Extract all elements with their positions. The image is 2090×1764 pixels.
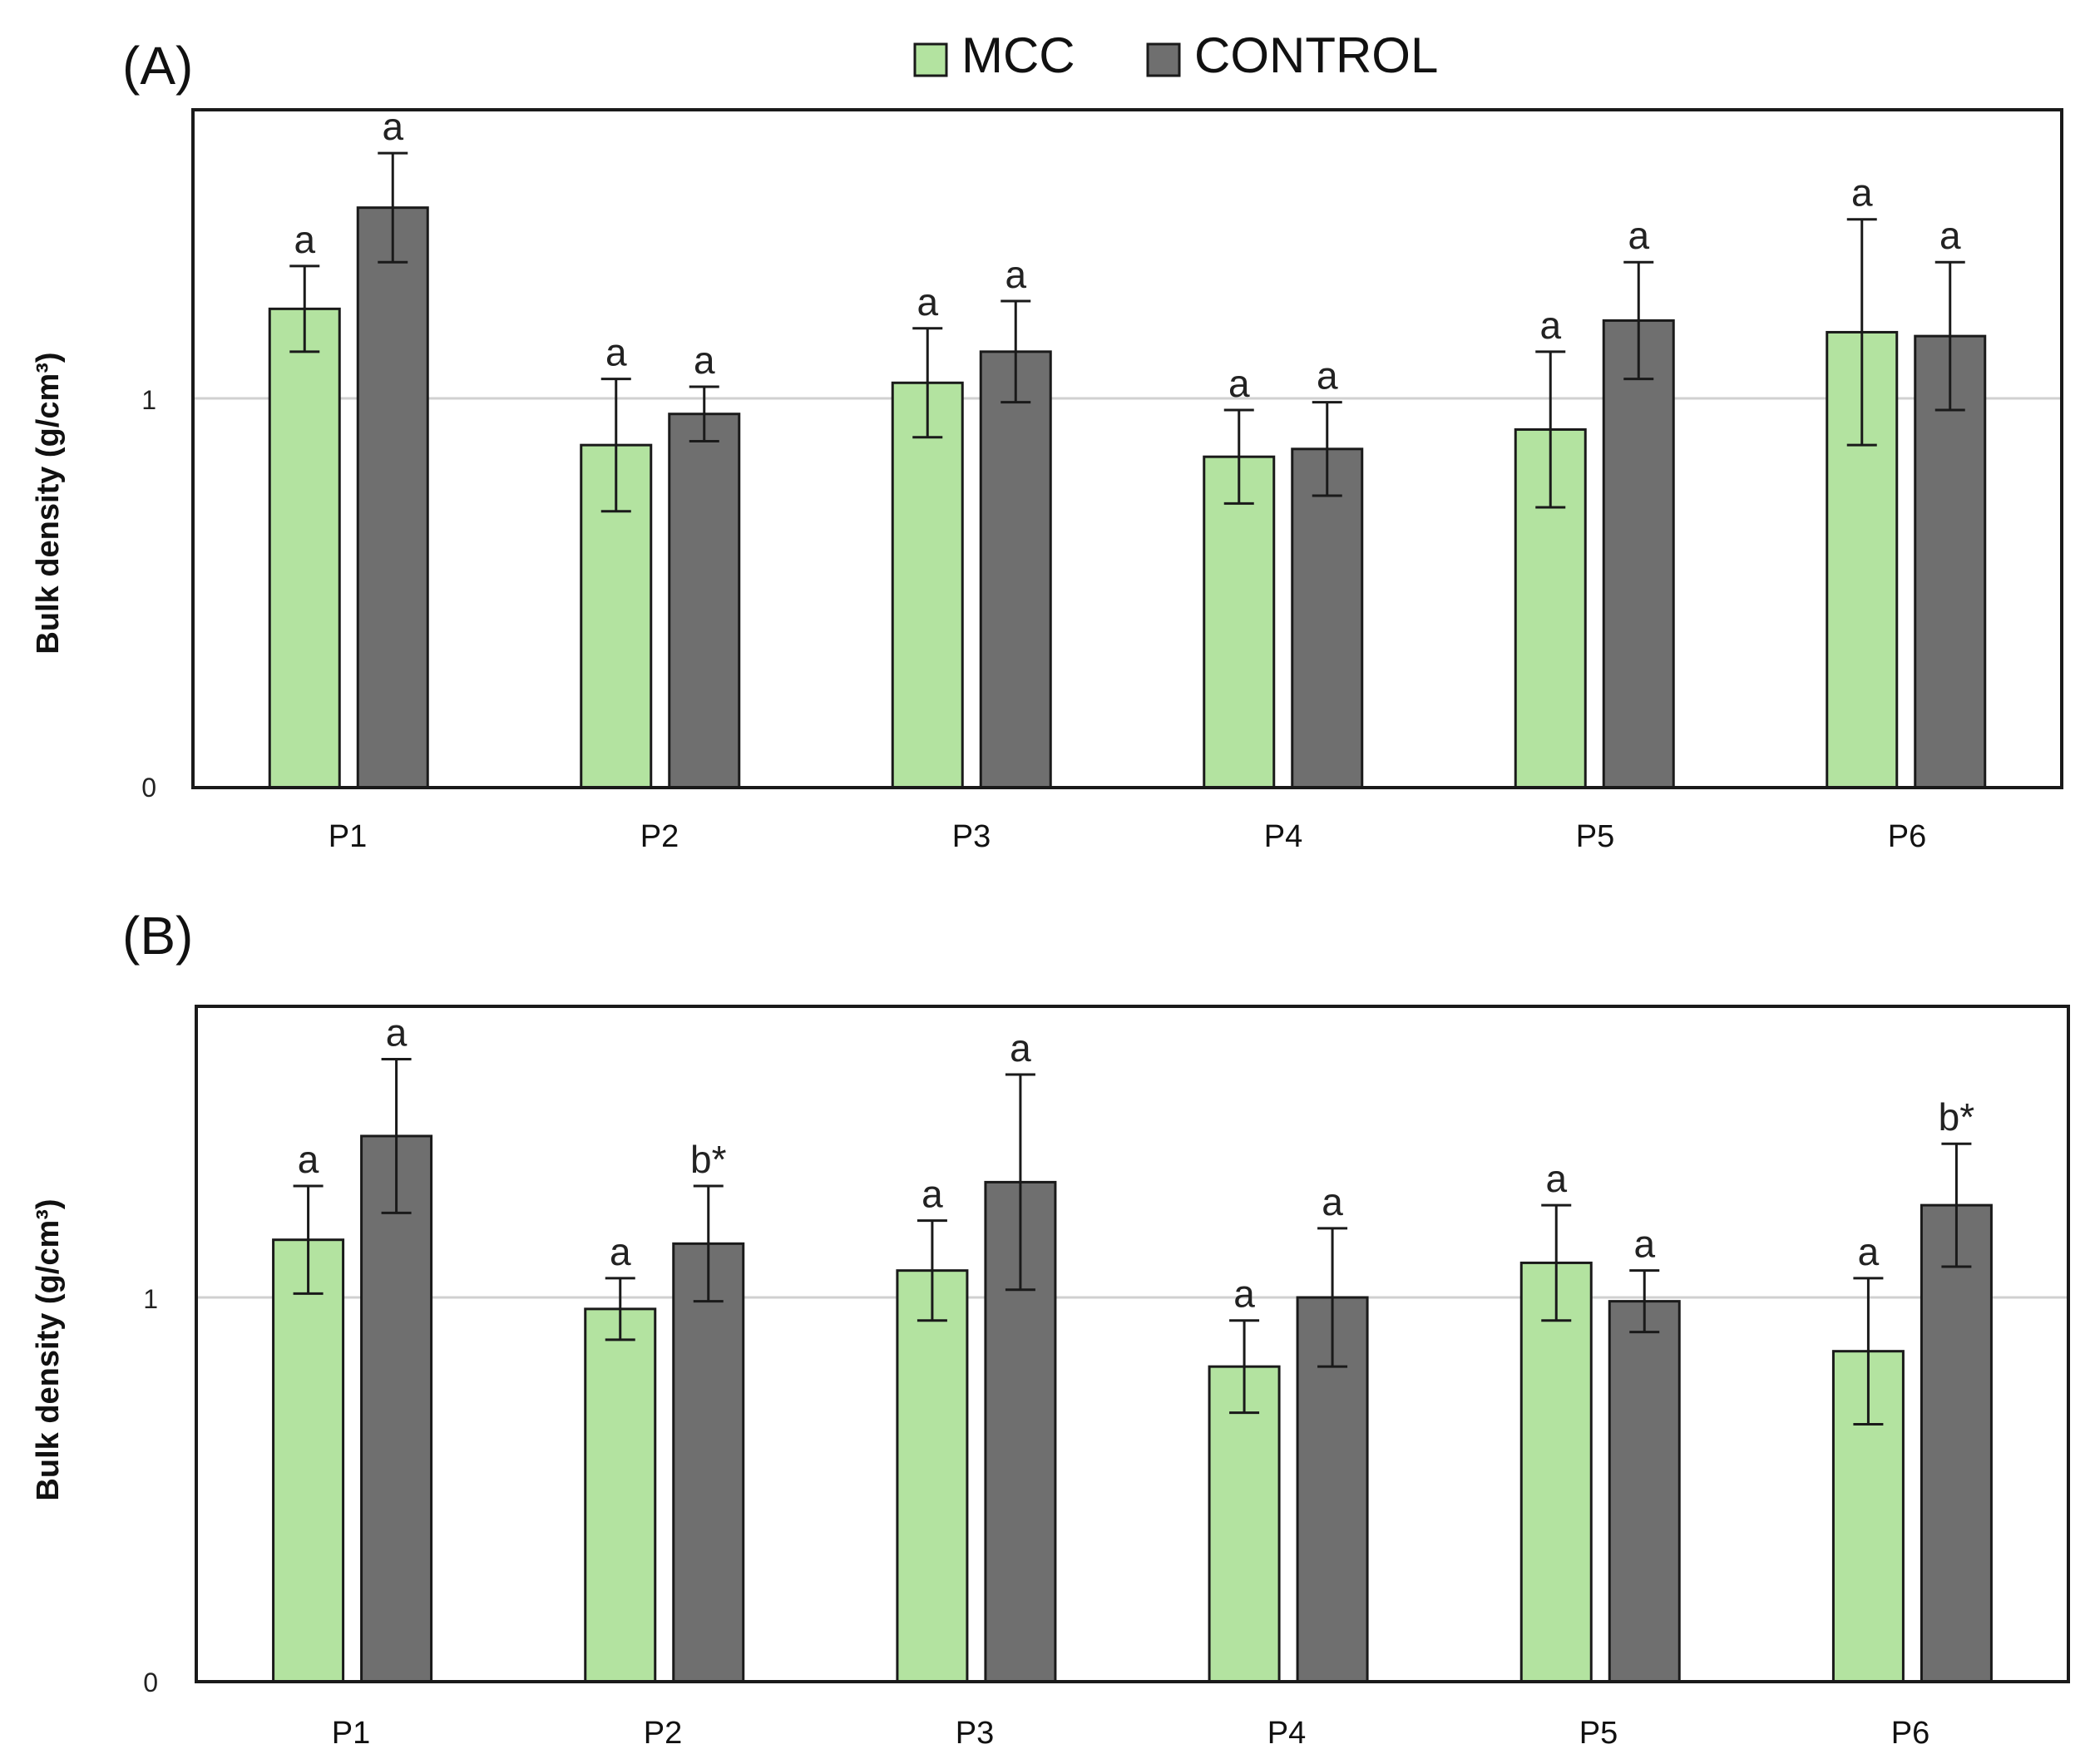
- panel-a-marks: a a a a a a a a a a a a: [268, 105, 1987, 789]
- panel-a-bar-control-p1: [356, 206, 429, 789]
- panel-b-bar-mcc-p4: [1208, 1365, 1281, 1683]
- panel-b-bar-mcc-p3: [896, 1269, 969, 1683]
- panel-b-significance-label-mcc-p3: a: [921, 1173, 943, 1216]
- panel-a-significance-label-mcc-p4: a: [1228, 362, 1250, 405]
- panel-b-x-tick-p2: P2: [644, 1716, 682, 1751]
- panel-a-x-tick-p6: P6: [1888, 819, 1926, 854]
- panel-b-label: (B): [122, 906, 193, 966]
- panel-b-bar-control-p1: [360, 1134, 433, 1683]
- panel-b-significance-label-mcc-p5: a: [1545, 1157, 1567, 1200]
- panel-a-x-tick-p5: P5: [1576, 819, 1614, 854]
- panel-a-y-tick-1: 1: [141, 385, 156, 415]
- panel-b-x-tick-p5: P5: [1579, 1716, 1618, 1751]
- panel-a-x-tick-p4: P4: [1264, 819, 1302, 854]
- legend-swatch-mcc: [913, 42, 948, 77]
- panel-a-significance-label-mcc-p6: a: [1851, 171, 1873, 215]
- panel-b-marks: a a a b* a a a a a a a b*: [272, 1011, 1993, 1683]
- panel-b-bar-control-p5: [1608, 1300, 1681, 1683]
- panel-a-bar-control-p4: [1291, 447, 1364, 789]
- panel-a-x-axis: P1 P2 P3 P4 P5 P6: [329, 819, 1926, 854]
- panel-b-bar-control-p2: [672, 1242, 745, 1683]
- panel-a-y-axis-label: Bulk density (g/cm³): [31, 352, 66, 654]
- panel-b-bar-mcc-p5: [1519, 1261, 1593, 1683]
- panel-b-significance-label-mcc-p4: a: [1233, 1272, 1255, 1316]
- panel-b-y-axis-label: Bulk density (g/cm³): [31, 1198, 66, 1500]
- panel-a-bar-control-p5: [1602, 319, 1675, 789]
- panel-b-significance-label-control-p2: b*: [690, 1138, 727, 1181]
- panel-a-significance-label-control-p4: a: [1317, 354, 1338, 398]
- panel-b-x-axis: P1 P2 P3 P4 P5 P6: [332, 1716, 1929, 1751]
- panel-a-significance-label-control-p1: a: [382, 105, 403, 148]
- panel-a-x-tick-p1: P1: [329, 819, 367, 854]
- panel-b-x-tick-p3: P3: [956, 1716, 994, 1751]
- panel-b-significance-label-control-p3: a: [1010, 1026, 1031, 1070]
- panel-a-significance-label-control-p2: a: [694, 338, 715, 382]
- panel-b: (B) Bulk density (g/cm³) 0 1 aaab*aaaaaa…: [31, 906, 2070, 1751]
- panel-a-significance-label-mcc-p3: a: [917, 280, 938, 324]
- panel-b-significance-label-control-p5: a: [1633, 1223, 1655, 1266]
- panel-b-bar-control-p6: [1920, 1203, 1993, 1683]
- panel-a-label: (A): [122, 36, 193, 96]
- panel-b-significance-label-control-p4: a: [1322, 1180, 1343, 1223]
- panel-b-significance-label-mcc-p6: a: [1858, 1230, 1880, 1273]
- panel-a-significance-label-control-p3: a: [1005, 253, 1026, 296]
- panel-b-significance-label-control-p6: b*: [1939, 1095, 1975, 1139]
- panel-b-x-tick-p6: P6: [1891, 1716, 1929, 1751]
- panel-a-y-tick-0: 0: [141, 773, 156, 803]
- panel-b-significance-label-control-p1: a: [386, 1011, 408, 1055]
- panel-a-bar-mcc-p1: [268, 307, 341, 789]
- legend: MCC CONTROL: [913, 27, 1438, 83]
- panel-a-x-tick-p3: P3: [952, 819, 991, 854]
- panel-b-significance-label-mcc-p2: a: [610, 1230, 631, 1273]
- panel-a-significance-label-control-p5: a: [1628, 214, 1649, 257]
- legend-label-control: CONTROL: [1194, 27, 1438, 83]
- panel-a-significance-label-mcc-p5: a: [1539, 304, 1561, 347]
- panel-a-bar-control-p3: [979, 350, 1052, 789]
- panel-b-significance-label-mcc-p1: a: [298, 1138, 319, 1181]
- panel-b-x-tick-p1: P1: [332, 1716, 370, 1751]
- panel-b-x-tick-p4: P4: [1267, 1716, 1306, 1751]
- panel-a-significance-label-mcc-p2: a: [605, 331, 627, 374]
- panel-a-bar-mcc-p3: [891, 381, 964, 789]
- panel-b-y-tick-0: 0: [143, 1668, 158, 1697]
- panel-a-significance-label-mcc-p1: a: [294, 218, 315, 261]
- panel-a-bar-control-p2: [668, 413, 741, 789]
- panel-b-bar-mcc-p2: [584, 1307, 657, 1683]
- panel-a-frame: [191, 108, 2063, 789]
- legend-swatch-control: [1146, 42, 1181, 77]
- panel-b-frame: [195, 1005, 2070, 1683]
- panel-a-x-tick-p2: P2: [640, 819, 679, 854]
- panel-a-significance-label-control-p6: a: [1939, 214, 1961, 257]
- panel-b-y-tick-1: 1: [143, 1284, 158, 1314]
- panel-b-bar-mcc-p1: [272, 1238, 345, 1683]
- panel-a-bar-mcc-p4: [1203, 455, 1276, 789]
- legend-label-mcc: MCC: [961, 27, 1075, 83]
- panel-a-bar-control-p6: [1914, 334, 1987, 789]
